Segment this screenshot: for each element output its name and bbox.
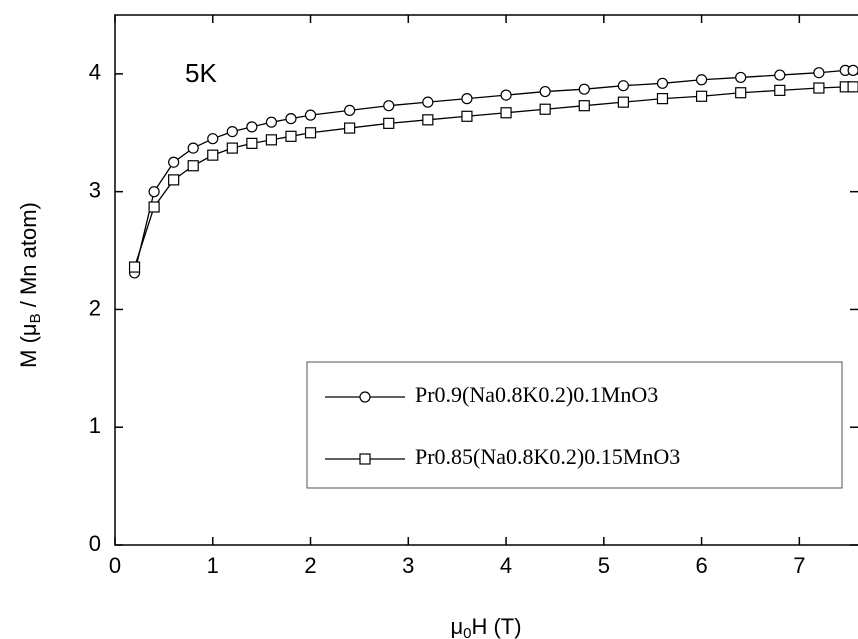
x-axis-label: μ0H (T) xyxy=(450,614,521,639)
marker xyxy=(617,80,629,92)
marker xyxy=(774,84,786,96)
marker xyxy=(304,109,317,121)
y-tick-label: 1 xyxy=(89,413,101,438)
marker xyxy=(735,71,747,84)
marker xyxy=(578,83,590,95)
marker xyxy=(226,126,238,138)
marker xyxy=(246,121,258,133)
x-tick-label: 2 xyxy=(304,553,316,578)
marker xyxy=(187,160,199,172)
marker xyxy=(148,201,160,213)
x-tick-label: 6 xyxy=(695,553,707,578)
y-tick-label: 4 xyxy=(89,60,101,85)
marker xyxy=(695,90,708,102)
x-label-part: H (T) xyxy=(471,614,521,639)
marker xyxy=(285,130,297,142)
x-tick-label: 5 xyxy=(598,553,610,578)
series-line xyxy=(133,86,854,268)
marker xyxy=(226,142,238,154)
marker xyxy=(285,113,297,125)
marker xyxy=(344,104,356,117)
legend-label: Pr0.9(Na0.8K0.2)0.1MnO3 xyxy=(415,382,658,407)
y-tick-label: 3 xyxy=(89,177,101,202)
x-tick-label: 3 xyxy=(402,553,414,578)
marker xyxy=(500,89,512,101)
x-tick-label: 4 xyxy=(500,553,512,578)
marker xyxy=(813,82,825,94)
x-label-part: 0 xyxy=(463,625,471,639)
marker xyxy=(617,96,629,108)
marker xyxy=(168,174,180,186)
legend-marker xyxy=(359,391,371,403)
annotation: 5K xyxy=(185,58,217,88)
legend-box xyxy=(306,361,843,489)
marker xyxy=(344,122,356,134)
marker xyxy=(847,81,858,93)
x-tick-label: 0 xyxy=(109,553,121,578)
y-tick-label: 2 xyxy=(89,295,101,320)
marker xyxy=(656,77,669,89)
marker xyxy=(265,134,278,146)
marker xyxy=(578,100,590,112)
marker xyxy=(304,127,317,139)
marker xyxy=(422,96,434,108)
x-tick-label: 7 xyxy=(793,553,805,578)
marker xyxy=(383,100,395,112)
marker xyxy=(207,149,219,161)
x-label-part: μ xyxy=(450,614,463,639)
marker xyxy=(148,186,160,198)
marker xyxy=(813,67,825,79)
marker xyxy=(461,93,473,105)
marker xyxy=(422,114,434,126)
marker xyxy=(265,116,278,128)
marker xyxy=(500,107,512,119)
y-tick-label: 0 xyxy=(89,531,101,556)
marker xyxy=(539,85,551,98)
legend-marker xyxy=(359,453,371,465)
y-label-part: / Mn atom) xyxy=(16,202,41,313)
marker xyxy=(695,74,708,86)
marker xyxy=(735,87,747,99)
y-label-part: B xyxy=(27,313,44,323)
marker xyxy=(383,117,395,129)
marker xyxy=(128,261,141,273)
marker xyxy=(168,156,180,168)
plot-frame xyxy=(114,14,858,546)
y-label-part: M (μ xyxy=(16,323,41,367)
marker xyxy=(246,137,258,149)
marker xyxy=(539,103,551,115)
marker xyxy=(461,110,473,122)
y-axis-label: M (μB / Mn atom) xyxy=(16,202,44,368)
marker xyxy=(847,64,858,76)
marker xyxy=(656,93,669,105)
marker xyxy=(207,133,219,145)
x-tick-label: 1 xyxy=(207,553,219,578)
series-line xyxy=(133,69,854,274)
marker xyxy=(774,69,786,81)
marker xyxy=(187,142,199,154)
legend-label: Pr0.85(Na0.8K0.2)0.15MnO3 xyxy=(415,444,680,469)
